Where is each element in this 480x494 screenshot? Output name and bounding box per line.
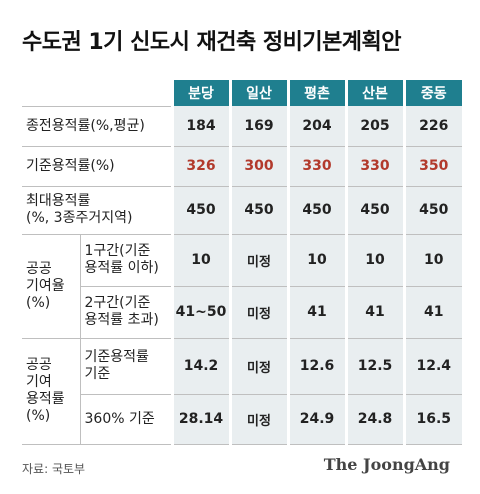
table-cell: 16.5 bbox=[402, 394, 462, 445]
row-label-line: 2구간(기준 bbox=[84, 295, 151, 311]
table-cell: 226 bbox=[402, 106, 462, 147]
header-row: 분당 일산 평촌 산본 중동 bbox=[22, 80, 462, 107]
table-cell: 450 bbox=[402, 186, 462, 235]
group-label-line: 공공 bbox=[26, 357, 52, 373]
table-cell: 미정 bbox=[228, 394, 288, 445]
table-cell: 184 bbox=[170, 106, 230, 147]
table-cell: 28.14 bbox=[170, 394, 230, 445]
table-cell: 12.4 bbox=[402, 338, 462, 395]
table-row: 공공 기여율 (%) 1구간(기준 용적률 이하) 10 미정 10 10 10 bbox=[22, 234, 462, 339]
table-cell: 미정 bbox=[228, 286, 288, 339]
table-cell: 169 bbox=[228, 106, 288, 147]
group-label-line: (%) bbox=[26, 294, 51, 311]
table-cell: 350 bbox=[402, 146, 462, 187]
table-cell: 41 bbox=[402, 286, 462, 339]
table-cell: 41 bbox=[286, 286, 346, 339]
table-row: 기준용적률(%) 326 300 330 330 350 bbox=[22, 146, 462, 187]
table-row: 2구간(기준 용적률 초과) 41~50 미정 41 41 41 bbox=[22, 286, 462, 339]
row-label-line: 용적률 초과) bbox=[84, 312, 159, 328]
table-cell: 24.8 bbox=[344, 394, 404, 445]
table-cell: 330 bbox=[286, 146, 346, 187]
row-label: 기준용적률 기준 bbox=[80, 338, 172, 395]
table-cell: 10 bbox=[344, 234, 404, 287]
table-cell: 14.2 bbox=[170, 338, 230, 395]
table-cell: 41~50 bbox=[170, 286, 230, 339]
table-row: 공공 기여 용적률 (%) 기준용적률 기준 14.2 미정 12.6 12.5… bbox=[22, 338, 462, 445]
publisher-logo: The JoongAng bbox=[323, 455, 450, 474]
group-label-line: (%) bbox=[26, 408, 51, 424]
table-cell: 미정 bbox=[228, 234, 288, 287]
table-cell: 24.9 bbox=[286, 394, 346, 445]
group-label-line: 기여율 bbox=[26, 277, 65, 294]
table-row: 최대용적률 (%, 3종주거지역) 450 450 450 450 450 bbox=[22, 186, 462, 235]
table-cell: 326 bbox=[170, 146, 230, 187]
header-corner bbox=[22, 80, 172, 107]
table-cell: 450 bbox=[228, 186, 288, 235]
row-label: 1구간(기준 용적률 이하) bbox=[80, 234, 172, 287]
table-cell: 450 bbox=[170, 186, 230, 235]
table-cell: 10 bbox=[286, 234, 346, 287]
table-row: 종전용적률(%,평균) 184 169 204 205 226 bbox=[22, 106, 462, 147]
row-label: 최대용적률 (%, 3종주거지역) bbox=[22, 186, 172, 235]
col-jungdong: 중동 bbox=[402, 80, 462, 106]
table-cell: 12.5 bbox=[344, 338, 404, 395]
row-label-line: 기준 bbox=[84, 366, 111, 382]
table-cell: 300 bbox=[228, 146, 288, 187]
row-label: 기준용적률(%) bbox=[22, 146, 172, 187]
row-label: 360% 기준 bbox=[80, 394, 172, 445]
table-cell: 204 bbox=[286, 106, 346, 147]
col-bundang: 분당 bbox=[170, 80, 230, 106]
table-cell: 10 bbox=[402, 234, 462, 287]
group-label: 공공 기여율 (%) bbox=[22, 234, 81, 339]
table-cell: 10 bbox=[170, 234, 230, 287]
group-label: 공공 기여 용적률 (%) bbox=[22, 338, 81, 445]
far-table: 분당 일산 평촌 산본 중동 종전용적률(%,평균) 184 169 204 2… bbox=[22, 80, 462, 445]
table-cell: 450 bbox=[286, 186, 346, 235]
table-cell: 12.6 bbox=[286, 338, 346, 395]
table-row: 360% 기준 28.14 미정 24.9 24.8 16.5 bbox=[22, 394, 462, 445]
group-label-line: 기여 bbox=[26, 374, 52, 390]
page-title: 수도권 1기 신도시 재건축 정비기본계획안 bbox=[22, 30, 402, 55]
row-label-line: 기준용적률 bbox=[84, 349, 149, 365]
table-cell: 450 bbox=[344, 186, 404, 235]
row-label: 종전용적률(%,평균) bbox=[22, 106, 172, 147]
table-cell: 미정 bbox=[228, 338, 288, 395]
col-ilsan: 일산 bbox=[228, 80, 288, 106]
group-label-line: 용적률 bbox=[26, 391, 65, 407]
col-pyeongchon: 평촌 bbox=[286, 80, 346, 106]
table-cell: 41 bbox=[344, 286, 404, 339]
row-label-line: 1구간(기준 bbox=[84, 243, 151, 259]
table-cell: 330 bbox=[344, 146, 404, 187]
row-label: 2구간(기준 용적률 초과) bbox=[80, 286, 172, 339]
row-label-line: 용적률 이하) bbox=[84, 260, 159, 276]
group-label-line: 공공 bbox=[26, 260, 52, 277]
row-label-line: 최대용적률 bbox=[26, 193, 91, 209]
table-cell: 205 bbox=[344, 106, 404, 147]
row-label-line: (%, 3종주거지역) bbox=[26, 210, 133, 226]
source-note: 자료: 국토부 bbox=[22, 462, 86, 476]
col-sanbon: 산본 bbox=[344, 80, 404, 106]
